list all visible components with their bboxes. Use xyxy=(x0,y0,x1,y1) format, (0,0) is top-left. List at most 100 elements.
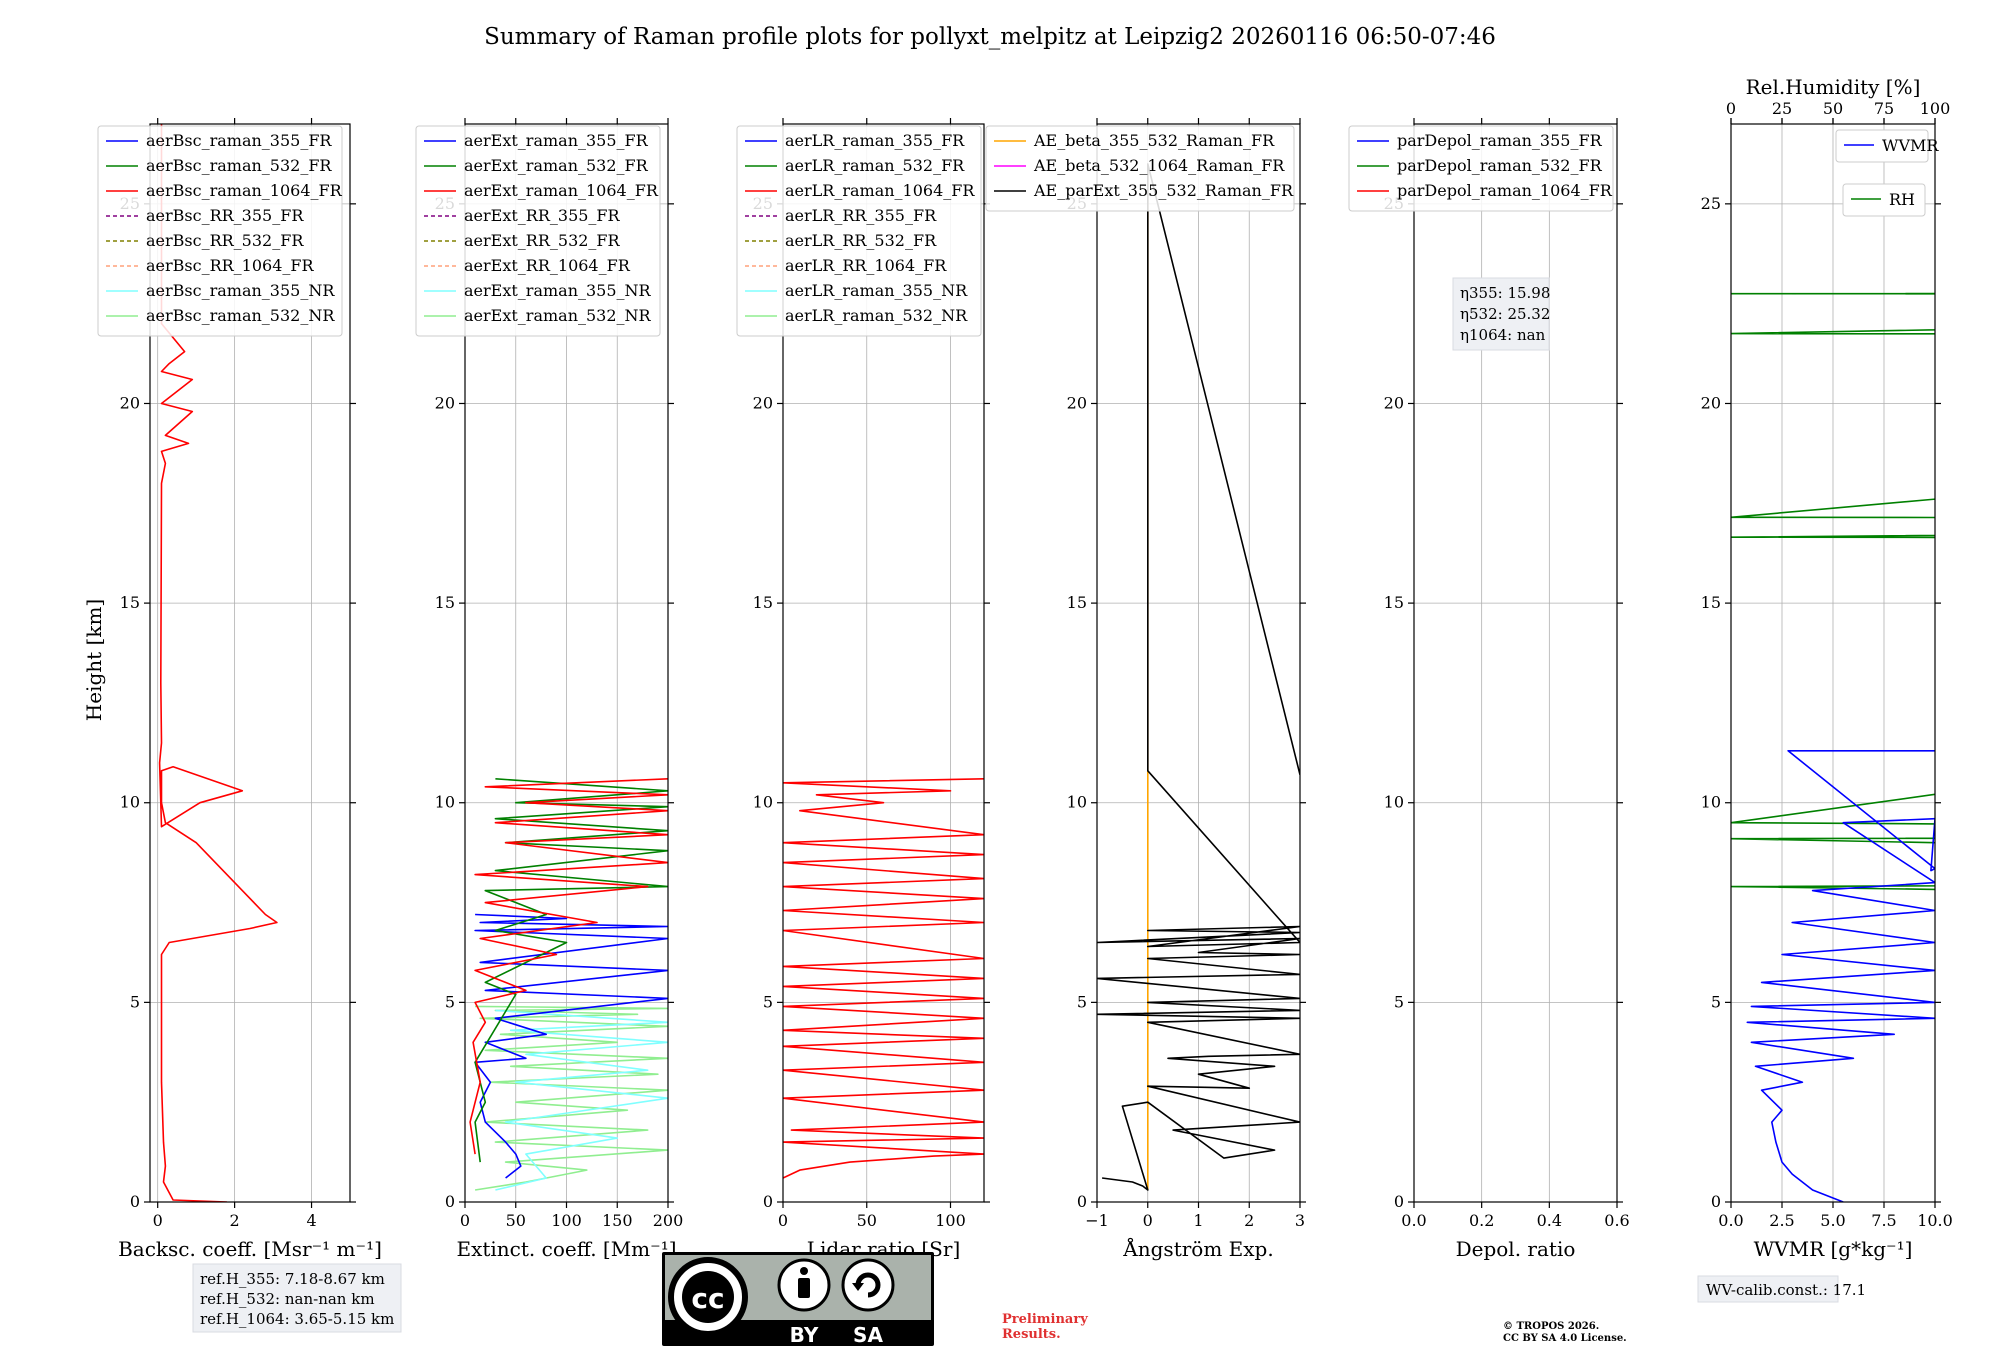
legend: aerExt_raman_355_FR aerExt_raman_532_FRae… xyxy=(415,125,661,337)
legend-entry: aerExt_raman_1064_FR xyxy=(464,181,659,200)
x-tick-label: 0.6 xyxy=(1604,1211,1629,1230)
x-tick-label: 50 xyxy=(506,1211,526,1230)
legend-entry: aerLR_raman_532_FR xyxy=(785,156,965,175)
panel-4: −101230510152025Ångström Exp.AE_beta_355… xyxy=(985,118,1306,1261)
ref-height-box: ref.H_355: 7.18-8.67 km ref.H_532: nan-n… xyxy=(192,1263,402,1333)
x-tick-label: 0 xyxy=(778,1211,788,1230)
y-tick-label: 0 xyxy=(1394,1192,1404,1211)
y-tick-label: 10 xyxy=(1701,793,1721,812)
legend-entry: RH xyxy=(1889,190,1915,209)
x-tick-label: 3 xyxy=(1295,1211,1305,1230)
ref-h-1064: ref.H_1064: 3.65-5.15 km xyxy=(200,1310,394,1328)
y-tick-label: 20 xyxy=(1384,393,1404,412)
y-tick-label: 0 xyxy=(1077,1192,1087,1211)
panel-6: 0.0 2.5 5.0 7.5 10.0 0 5 10 15 20 25 0 25 50 75 100Rel.… xyxy=(1701,75,1953,1261)
x-axis-label: Backsc. coeff. [Msr⁻¹ m⁻¹] xyxy=(118,1237,382,1261)
legend-entry: aerExt_RR_1064_FR xyxy=(464,256,631,275)
legend-entry: aerBsc_raman_1064_FR xyxy=(146,181,343,200)
legend-entry: aerBsc_raman_355_NR xyxy=(146,281,335,300)
legend-entry: aerLR_RR_1064_FR xyxy=(785,256,947,275)
legend-entry: WVMR xyxy=(1882,136,1939,155)
x-tick-label: 0.0 xyxy=(1718,1211,1743,1230)
x-tick-label: 0.0 xyxy=(1401,1211,1426,1230)
y-tick-label: 10 xyxy=(120,793,140,812)
legend-entry: aerLR_raman_1064_FR xyxy=(785,181,975,200)
x-tick-label: 1 xyxy=(1193,1211,1203,1230)
y-tick-label: 10 xyxy=(435,793,455,812)
preliminary-label-line1: Preliminary xyxy=(1002,1312,1088,1327)
copyright-line2: CC BY SA 4.0 License. xyxy=(1503,1333,1627,1344)
y-tick-label: 15 xyxy=(753,593,773,612)
x-tick-label: 0 xyxy=(1143,1211,1153,1230)
badge-by-label: BY xyxy=(790,1323,819,1347)
series-aerLR_raman_1064_FR xyxy=(783,778,984,1179)
y-tick-label: 20 xyxy=(1067,393,1087,412)
x-tick-label: 200 xyxy=(653,1211,684,1230)
figure-title: Summary of Raman profile plots for polly… xyxy=(484,24,1496,50)
y-tick-label: 15 xyxy=(1067,593,1087,612)
eta-value: η355: 15.98 xyxy=(1460,284,1550,302)
series-aerExt_raman_1064_FR xyxy=(469,778,668,1155)
legend-entry: parDepol_raman_355_FR xyxy=(1397,131,1603,150)
axes-frame xyxy=(782,123,985,1203)
series-aerBsc_raman_1064_FR xyxy=(158,124,278,1202)
cc-license-badge: cc BY SA xyxy=(662,1252,934,1347)
x-tick-label: 0.2 xyxy=(1469,1211,1494,1230)
x-tick-label: 5.0 xyxy=(1820,1211,1845,1230)
x-axis-label: Extinct. coeff. [Mm⁻¹] xyxy=(456,1237,676,1261)
legend-wvmr: WVMR xyxy=(1835,129,1939,163)
x-tick-label: 7.5 xyxy=(1871,1211,1896,1230)
preliminary-label-line2: Results. xyxy=(1002,1327,1061,1342)
legend-entry: AE_parExt_355_532_Raman_FR xyxy=(1033,181,1294,200)
eta-annotation: η355: 15.98 η532: 25.32 η1064: nan xyxy=(1452,277,1550,351)
series-WVMR xyxy=(1746,749,1935,1202)
x-axis-label: Ångström Exp. xyxy=(1122,1236,1273,1261)
x-tick-label: 4 xyxy=(306,1211,316,1230)
x-tick-label: 0 xyxy=(153,1211,163,1230)
x-axis-label: Depol. ratio xyxy=(1456,1237,1576,1261)
legend: AE_beta_355_532_Raman_FR AE_beta_532_1064… xyxy=(985,125,1295,212)
legend-entry: aerBsc_raman_532_NR xyxy=(146,306,335,325)
y-tick-label: 0 xyxy=(763,1192,773,1211)
ref-h-532: ref.H_532: nan-nan km xyxy=(200,1290,375,1308)
legend: parDepol_raman_355_FR parDepol_raman_532_… xyxy=(1348,125,1614,212)
legend-entry: aerLR_RR_532_FR xyxy=(785,231,937,250)
axes-frame xyxy=(149,123,351,1203)
y-tick-label: 0 xyxy=(445,1192,455,1211)
copyright-line1: © TROPOS 2026. xyxy=(1503,1321,1599,1332)
legend: aerBsc_raman_355_FR aerBsc_raman_532_FRae… xyxy=(97,125,343,337)
y-tick-label: 5 xyxy=(1711,992,1721,1011)
x-tick-label: 50 xyxy=(857,1211,877,1230)
series-AE_parExt_355_532_Raman_FR xyxy=(1097,163,1300,1191)
legend-entry: aerLR_raman_532_NR xyxy=(785,306,968,325)
x-tick-label: −1 xyxy=(1085,1211,1109,1230)
y-tick-label: 10 xyxy=(753,793,773,812)
y-tick-label: 10 xyxy=(1067,793,1087,812)
y-tick-label: 5 xyxy=(445,992,455,1011)
eta-value: η532: 25.32 xyxy=(1460,305,1550,323)
y-tick-label: 20 xyxy=(120,393,140,412)
panel-2: 0501001502000510152025Extinct. coeff. [M… xyxy=(415,118,684,1261)
eta-value: η1064: nan xyxy=(1460,326,1546,344)
series-aerExt_raman_532_NR xyxy=(474,1005,668,1191)
legend-entry: aerLR_raman_355_NR xyxy=(785,281,968,300)
x-axis-label: WVMR [g*kg⁻¹] xyxy=(1754,1237,1913,1261)
x-tick-label: 2.5 xyxy=(1769,1211,1794,1230)
y-tick-label: 15 xyxy=(1701,593,1721,612)
panels: 0240510152025Backsc. coeff. [Msr⁻¹ m⁻¹]a… xyxy=(97,75,1953,1261)
legend-entry: aerExt_raman_532_NR xyxy=(464,306,652,325)
legend-entry: aerBsc_RR_355_FR xyxy=(146,206,304,225)
panel-1: 0240510152025Backsc. coeff. [Msr⁻¹ m⁻¹]a… xyxy=(97,118,382,1261)
legend-entry: aerBsc_RR_1064_FR xyxy=(146,256,315,275)
x-tick-label: 0.4 xyxy=(1537,1211,1562,1230)
legend-entry: aerBsc_RR_532_FR xyxy=(146,231,304,250)
cc-mark: cc xyxy=(691,1282,724,1315)
y-tick-label: 20 xyxy=(435,393,455,412)
y-tick-label: 5 xyxy=(763,992,773,1011)
legend-entry: aerExt_raman_355_FR xyxy=(464,131,649,150)
top-x-tick-label: 100 xyxy=(1920,99,1951,118)
top-x-tick-label: 75 xyxy=(1874,99,1894,118)
x-tick-label: 2 xyxy=(230,1211,240,1230)
top-x-axis-label: Rel.Humidity [%] xyxy=(1746,75,1921,99)
